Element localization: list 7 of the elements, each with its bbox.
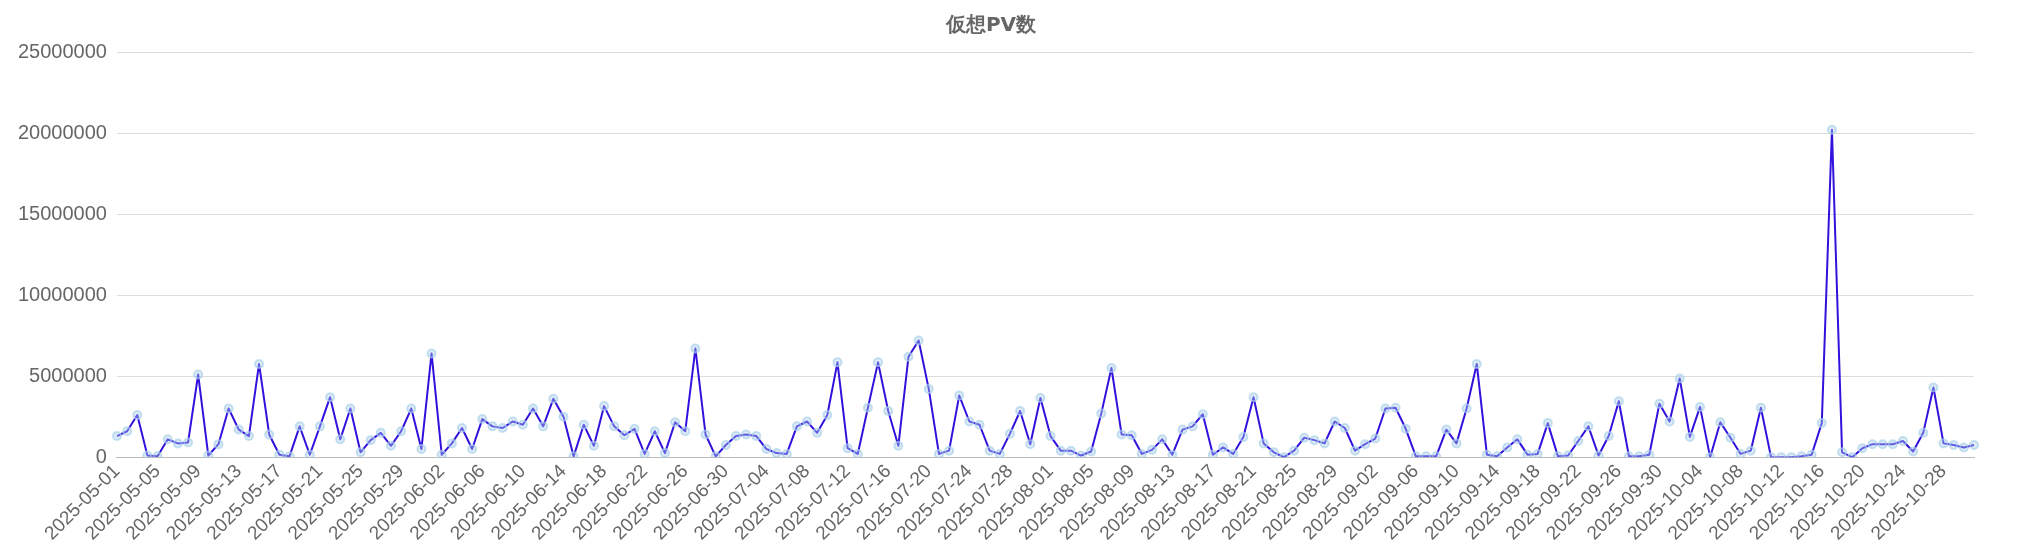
y-tick-label: 0: [95, 444, 107, 467]
chart-title: 仮想PV数: [944, 12, 1038, 37]
y-tick-label: 5000000: [29, 363, 107, 386]
y-tick-label: 25000000: [18, 39, 107, 62]
y-tick-label: 15000000: [18, 201, 107, 224]
y-tick-label: 10000000: [18, 282, 107, 305]
y-tick-label: 20000000: [18, 120, 107, 143]
